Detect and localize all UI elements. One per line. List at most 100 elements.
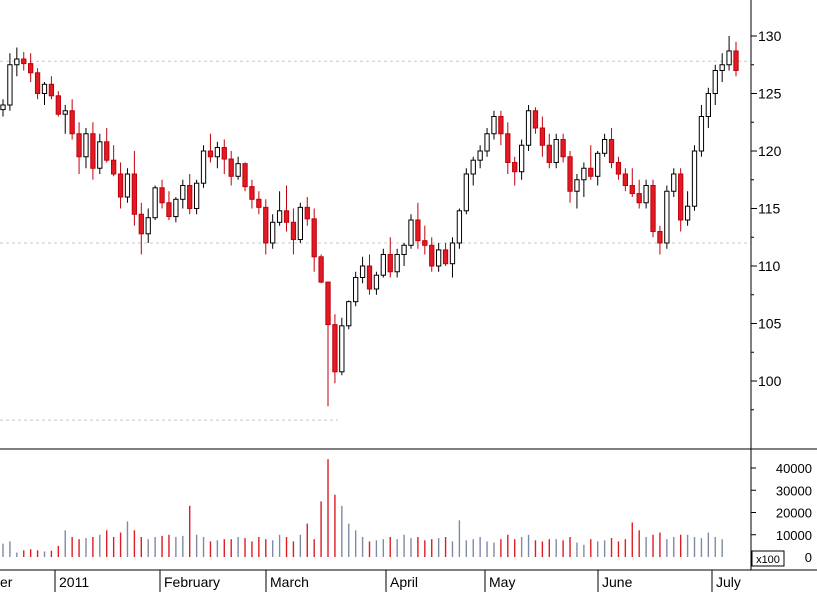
candle-body [214, 147, 221, 158]
candle-body [401, 244, 407, 256]
candle-body [318, 256, 324, 283]
candle-body [719, 64, 725, 71]
candle-body [290, 221, 297, 241]
month-label: July [716, 574, 741, 590]
candle-body [221, 147, 227, 160]
candle-body [408, 219, 414, 246]
candle-body [477, 150, 483, 161]
candle-body [595, 152, 601, 177]
candle-body [387, 254, 393, 273]
month-label: er [0, 574, 13, 590]
candle-body [0, 104, 6, 111]
month-label: April [390, 574, 418, 590]
candle-body [48, 83, 55, 97]
candle-body [187, 185, 193, 209]
axis-labels: 100 105 110 115 120 125 130 40000 30000 20000 1000… [0, 28, 812, 590]
price-tick-label: 125 [758, 86, 782, 102]
candle-body [242, 163, 248, 188]
volume-tick-label: 10000 [776, 528, 812, 543]
candle-body [422, 240, 428, 246]
candle-body [498, 116, 504, 135]
candle-body [200, 150, 207, 184]
candle-body [553, 139, 559, 163]
candle-body [415, 219, 421, 242]
candle-body [546, 144, 552, 163]
candle-body [359, 265, 366, 278]
candle-body [442, 249, 449, 265]
candle-body [263, 206, 269, 244]
candle-body [705, 93, 711, 117]
month-label: 2011 [59, 574, 89, 590]
candle-body [657, 231, 663, 244]
candle-body [512, 162, 518, 173]
candle-body [166, 202, 172, 218]
candle-body [21, 58, 27, 65]
candle-body [373, 274, 380, 290]
candle-body [463, 173, 469, 212]
candle-body [532, 110, 539, 129]
candle-body [283, 210, 290, 223]
candlestick-series [0, 36, 739, 407]
candle-body [629, 185, 635, 195]
candle-body [28, 63, 34, 74]
month-label: June [602, 574, 633, 590]
price-tick-label: 110 [758, 258, 781, 274]
candle-body [560, 139, 566, 158]
candle-body [539, 127, 546, 146]
volume-series [2, 459, 723, 557]
price-tick-label: 120 [758, 143, 782, 159]
candle-body [41, 83, 48, 95]
candle-body [62, 110, 68, 115]
candle-body [332, 324, 338, 373]
volume-tick-label: 40000 [776, 461, 812, 476]
candle-body [664, 190, 670, 244]
candle-body [76, 133, 82, 158]
volume-tick-label: 30000 [776, 483, 812, 498]
candle-body [55, 95, 61, 115]
candle-body [207, 150, 214, 158]
candle-body [484, 133, 490, 152]
candle-body [491, 116, 497, 135]
price-tick-label: 100 [758, 373, 782, 389]
volume-tick-label: 0 [805, 550, 812, 565]
candle-body [34, 72, 41, 95]
candle-body [622, 173, 629, 186]
candle-body [159, 187, 165, 204]
candle-body [117, 173, 124, 198]
candle-body [380, 254, 386, 276]
price-tick-label: 130 [758, 28, 782, 44]
candle-body [588, 167, 594, 177]
candle-body [436, 249, 442, 267]
candle-body [643, 185, 649, 204]
candle-body [429, 244, 435, 267]
candle-body [14, 58, 20, 66]
volume-unit-label: x100 [756, 554, 780, 566]
candle-body [581, 167, 587, 181]
candle-body [636, 193, 642, 204]
candle-body [691, 150, 698, 207]
candle-body [249, 186, 255, 200]
candle-body [366, 265, 373, 290]
candle-body [678, 173, 684, 221]
candle-body [7, 64, 13, 106]
candle-body [726, 50, 732, 66]
price-tick-label: 115 [758, 201, 781, 217]
candle-body [671, 173, 677, 192]
candle-body [353, 277, 359, 303]
candle-body [138, 213, 144, 235]
candle-body [733, 50, 739, 71]
candle-body [574, 179, 580, 192]
candle-body [311, 218, 317, 258]
candle-body [83, 133, 89, 158]
candle-body [339, 325, 345, 373]
candle-body [567, 156, 573, 192]
candle-body [615, 162, 622, 175]
candle-body [180, 185, 186, 200]
month-label: March [270, 574, 309, 590]
candle-body [518, 144, 525, 173]
candle-body [304, 206, 310, 220]
candle-body [601, 139, 608, 154]
candle-body [97, 141, 103, 169]
candle-body [110, 159, 117, 175]
